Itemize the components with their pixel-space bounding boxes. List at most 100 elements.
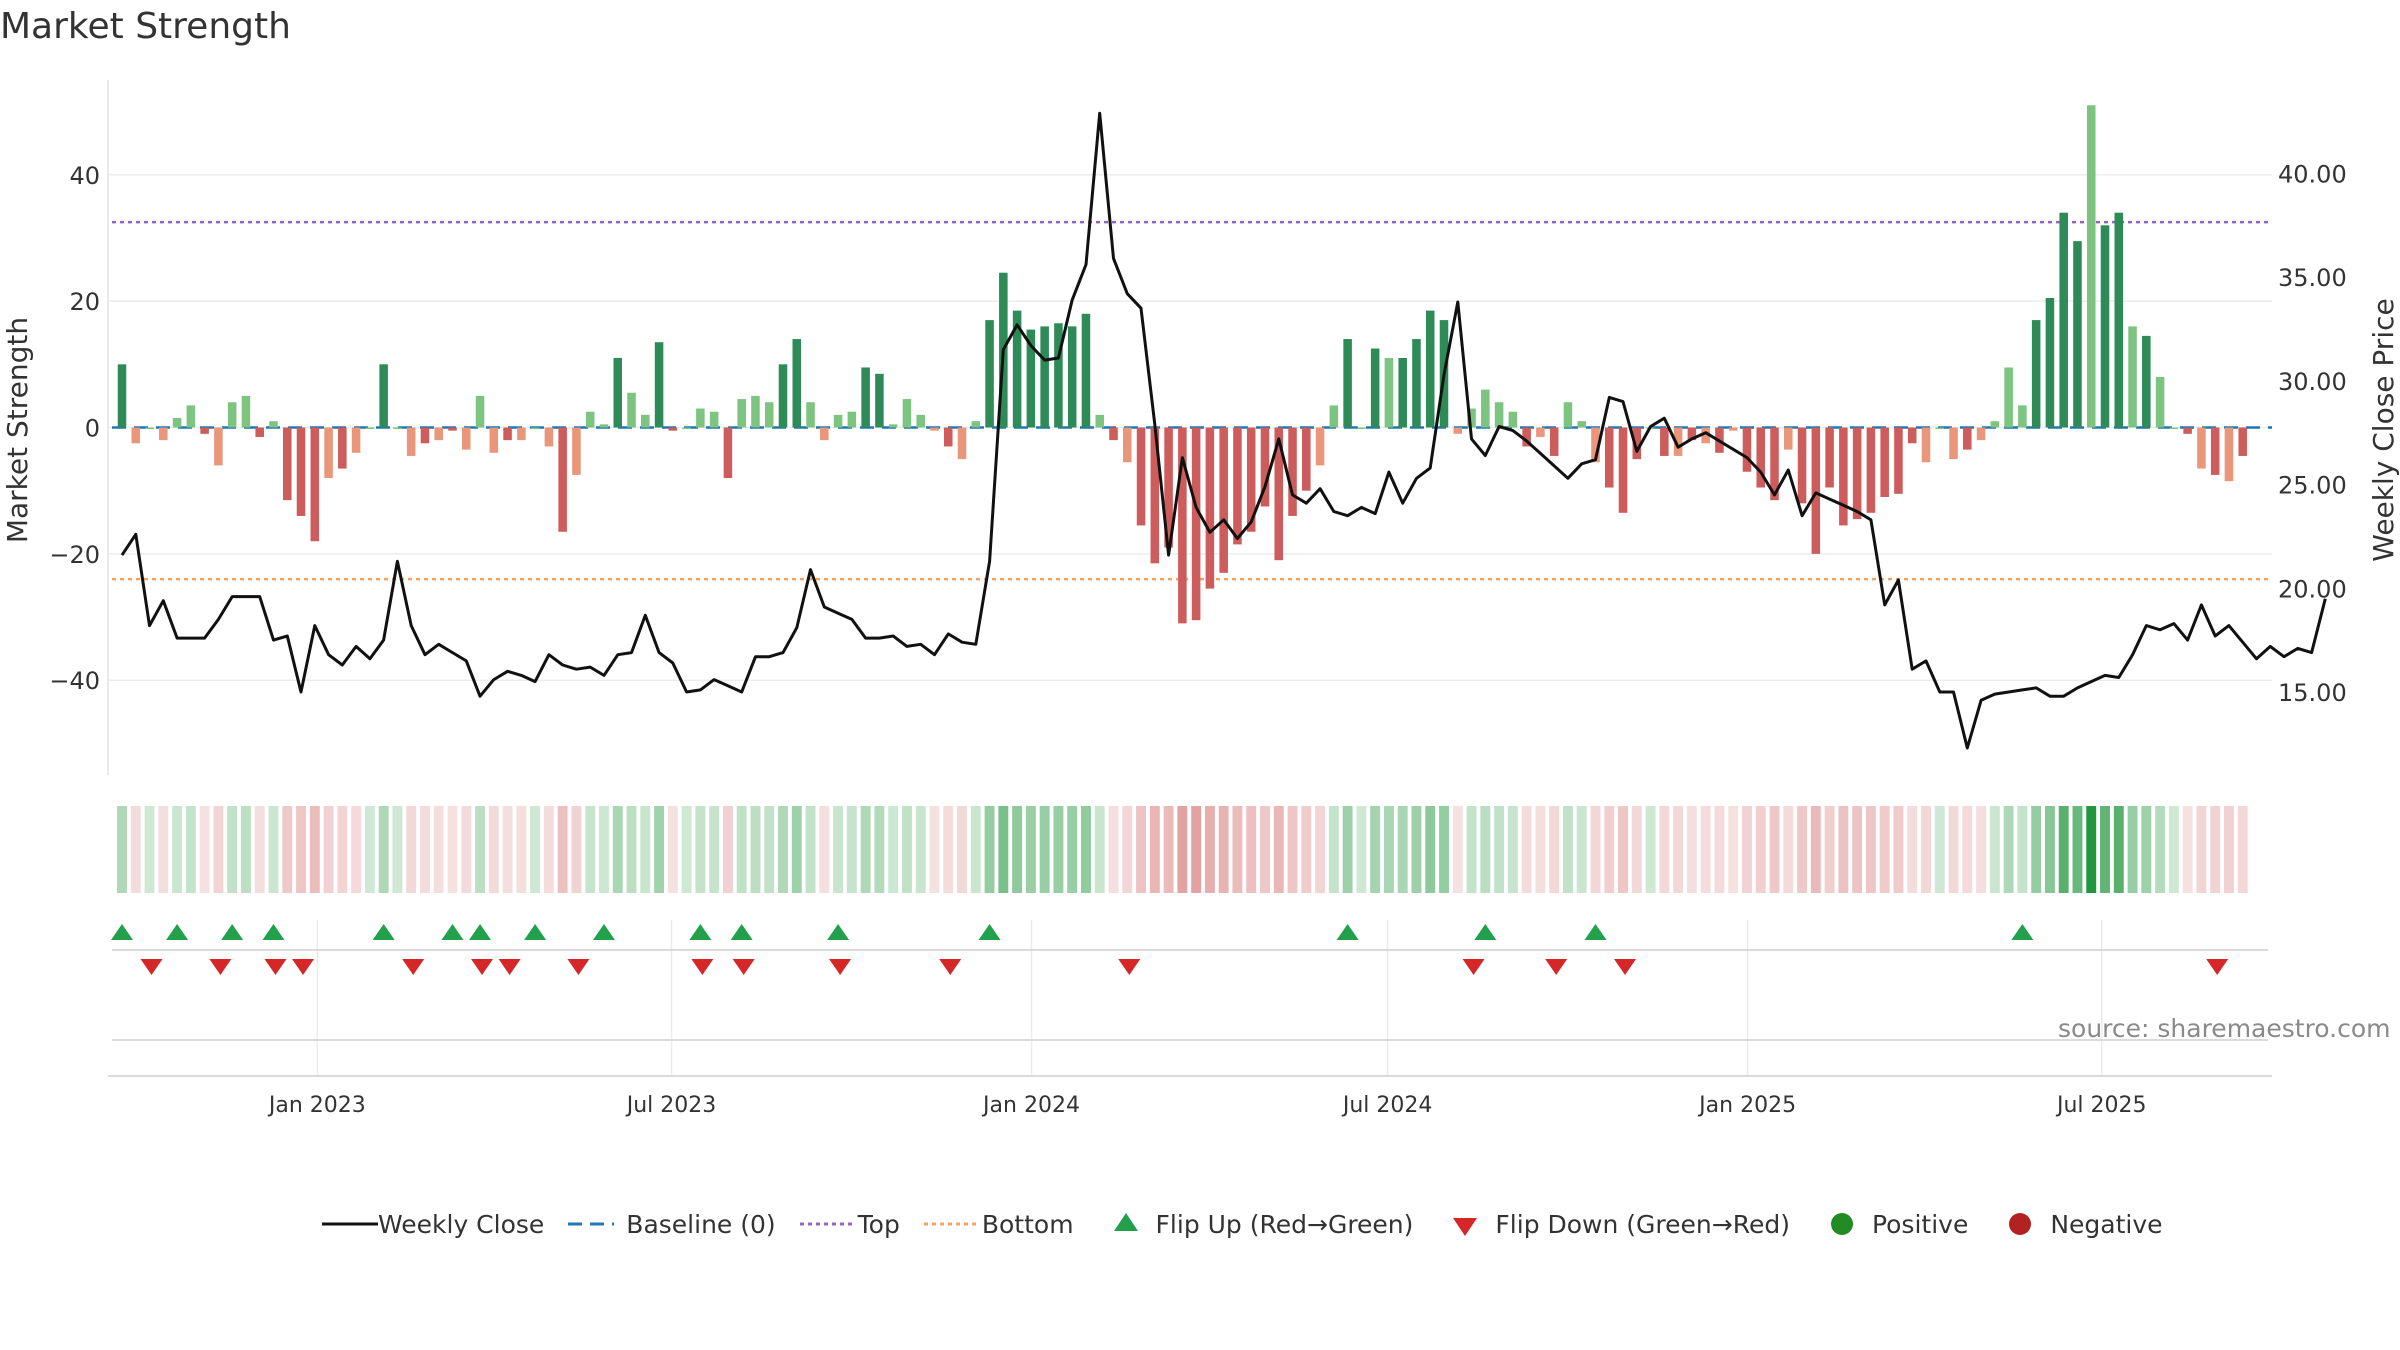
strength-heat-strip: [117, 806, 2248, 893]
heat-cell: [254, 806, 265, 893]
heat-cell: [1521, 806, 1532, 893]
flip-down-marker: [939, 959, 962, 975]
flip-down-marker: [732, 959, 755, 975]
heat-cell: [2196, 806, 2207, 893]
legend-label: Top: [857, 1209, 900, 1239]
strength-bar: [1067, 326, 1077, 428]
strength-bar: [200, 427, 209, 434]
heat-cell: [2182, 806, 2193, 893]
strength-bar: [1315, 427, 1325, 466]
heat-cell: [1356, 806, 1367, 893]
heat-cell: [2100, 806, 2110, 893]
strength-bar: [1109, 427, 1118, 441]
heat-cell: [1204, 806, 1215, 893]
y2-tick-label: 30.00: [2278, 368, 2347, 396]
heat-cell: [1742, 806, 1752, 893]
strength-bar: [723, 427, 733, 479]
strength-bar: [475, 395, 485, 428]
strength-bar: [1384, 358, 1394, 428]
heat-cell: [530, 806, 541, 893]
strength-bar: [1453, 427, 1463, 434]
strength-bar: [145, 427, 154, 429]
strength-bar: [751, 395, 760, 428]
axes: −40 −20 0 20 40 15.00 20.00 25.00 30.00 35.00 40.0…: [49, 80, 2347, 775]
heat-cell: [1136, 806, 1147, 893]
heat-cell: [323, 806, 334, 893]
heat-cell: [1012, 806, 1023, 893]
strength-bar: [1329, 405, 1339, 428]
legend-item-top: Top: [798, 1206, 900, 1242]
strength-bar: [1921, 427, 1931, 463]
legend-label: Negative: [2050, 1209, 2163, 1239]
heat-cell: [1714, 806, 1725, 893]
heat-cell: [654, 806, 665, 893]
heat-cell: [1301, 806, 1312, 893]
flip-down-marker: [2206, 959, 2229, 975]
legend-label: Flip Down (Green→Red): [1495, 1209, 1790, 1239]
x-tick-label: Jul 2023: [625, 1093, 717, 1118]
heat-cell: [599, 806, 609, 893]
strength-bar: [1687, 427, 1697, 441]
strength-bar: [1302, 427, 1311, 491]
strength-bar: [1095, 414, 1105, 428]
flip-up-marker: [2011, 924, 2034, 940]
heat-cell: [144, 806, 155, 893]
flip-up-marker: [524, 924, 547, 940]
flip-down-marker: [209, 959, 232, 975]
strength-bar: [1935, 427, 1945, 429]
heat-cell: [1025, 806, 1036, 893]
heat-cell: [1838, 806, 1849, 893]
strength-bar: [1604, 427, 1614, 488]
heat-cell: [571, 806, 582, 893]
y-tick-label: 20: [69, 288, 100, 316]
strength-bar: [489, 427, 499, 453]
heat-cell: [1218, 806, 1229, 893]
strength-bar: [1425, 310, 1435, 428]
strength-bar: [1839, 427, 1848, 526]
heat-cell: [2003, 806, 2014, 893]
heat-cell: [1562, 806, 1573, 893]
strength-bar: [2073, 241, 2082, 428]
strength-bar: [1742, 427, 1752, 472]
strength-bar: [806, 402, 815, 428]
flip-up-marker: [1584, 924, 1607, 940]
heat-cell: [420, 806, 430, 893]
strength-bar: [2224, 427, 2234, 482]
heat-cell: [1342, 806, 1353, 893]
heat-cell: [461, 806, 472, 893]
strength-bar: [1549, 427, 1559, 456]
strength-bar: [875, 373, 884, 428]
strength-bar: [420, 427, 430, 444]
heat-cell: [1108, 806, 1119, 893]
heat-cell: [736, 806, 747, 893]
y2-axis-label: Weekly Close Price: [2367, 298, 2400, 561]
strength-bar: [1260, 427, 1270, 507]
strength-bar: [1673, 427, 1683, 456]
weekly-close-series: [120, 111, 2327, 750]
strength-bars: [117, 105, 2247, 624]
heat-cell: [2017, 806, 2028, 893]
heat-cell: [998, 806, 1009, 893]
heat-cell: [1921, 806, 1931, 893]
strength-bar: [448, 427, 457, 431]
x-tick-label: Jan 2024: [981, 1093, 1080, 1118]
strength-bar: [641, 414, 650, 428]
strength-bar: [778, 364, 788, 428]
heat-cell: [750, 806, 761, 893]
line-dot-purple-icon: [798, 1206, 858, 1242]
strength-bar: [1054, 323, 1063, 428]
strength-bar: [1205, 427, 1215, 589]
heat-cell: [1149, 806, 1160, 893]
y2-tick-label: 25.00: [2278, 472, 2347, 500]
heat-cell: [1783, 806, 1794, 893]
legend-label: Weekly Close: [378, 1209, 545, 1239]
heat-cell: [722, 806, 733, 893]
heat-cell: [1067, 806, 1078, 893]
strength-bar: [613, 358, 623, 428]
heat-cell: [874, 806, 885, 893]
y-axis-label: Market Strength: [1, 317, 34, 543]
triangle-down-icon: [1435, 1206, 1495, 1242]
legend-item-bottom: Bottom: [922, 1206, 1074, 1242]
strength-bar: [1907, 427, 1917, 444]
